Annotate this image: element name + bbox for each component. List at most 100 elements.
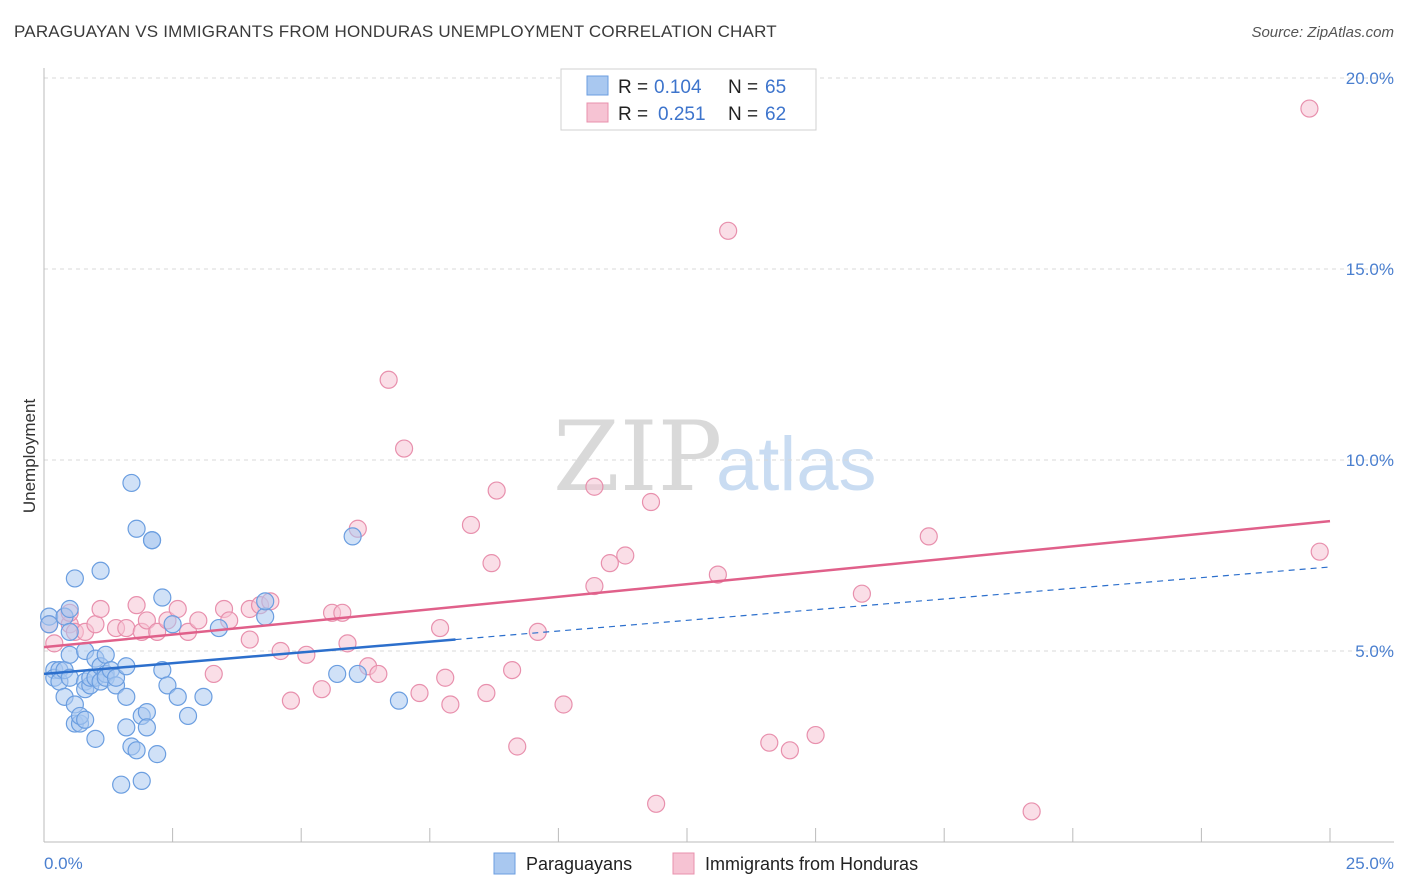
honduras-point-11 <box>127 596 146 615</box>
honduras-point-54 <box>641 492 661 512</box>
legend-n-label-honduras: N = <box>728 104 758 125</box>
paraguayans-point-53 <box>158 676 177 695</box>
paraguayans-point-12 <box>60 599 79 619</box>
legend-r-label-paraguayans: R = <box>618 77 648 98</box>
honduras-point-49 <box>554 695 573 714</box>
honduras-point-46 <box>503 660 522 680</box>
paraguayans-point-13 <box>65 569 84 588</box>
honduras-point-60 <box>806 725 825 745</box>
gridlines <box>44 77 1394 652</box>
paraguayans-point-49 <box>142 531 162 550</box>
y-tick-label-5: 5.0% <box>1355 642 1394 661</box>
honduras-trend-line <box>43 519 1331 649</box>
honduras-point-58 <box>760 733 779 752</box>
chart-title: PARAGUAYAN VS IMMIGRANTS FROM HONDURAS U… <box>14 22 777 41</box>
honduras-point-53 <box>616 546 635 565</box>
y-tick-label-20: 20.0% <box>1346 69 1394 88</box>
honduras-point-62 <box>919 527 938 546</box>
bottom-legend-swatch-honduras <box>672 852 695 875</box>
honduras-point-35 <box>369 664 388 684</box>
paraguayans-point-29 <box>91 561 110 580</box>
paraguayans-point-54 <box>163 615 182 634</box>
paraguayans-point-47 <box>137 718 156 737</box>
paraguayans-point-50 <box>148 745 167 764</box>
trend-lines <box>43 519 1331 676</box>
paraguayans-point-61 <box>328 664 347 684</box>
paraguayans-point-62 <box>343 527 362 546</box>
paraguayans-point-63 <box>348 664 367 684</box>
paraguayans-point-46 <box>137 703 156 722</box>
bottom-legend-label-honduras: Immigrants from Honduras <box>705 854 918 874</box>
honduras-point-61 <box>852 584 871 603</box>
honduras-point-29 <box>312 680 331 699</box>
legend-r-value-honduras: 0.251 <box>658 104 706 125</box>
source-label: Source: ZipAtlas.com <box>1251 24 1394 41</box>
paraguayans-point-55 <box>168 687 187 706</box>
honduras-point-52 <box>600 554 619 573</box>
honduras-point-45 <box>487 481 506 500</box>
paraguayans-point-60 <box>256 592 275 611</box>
honduras-point-47 <box>508 737 527 756</box>
legend-swatch-honduras <box>586 102 609 123</box>
watermark-atlas: atlas <box>716 422 877 507</box>
paraguayans-point-10 <box>60 645 79 664</box>
paraguayans-point-56 <box>178 706 198 726</box>
honduras-point-1 <box>45 634 64 653</box>
paraguayans-trend-line <box>43 638 456 676</box>
bottom-legend-swatch-paraguayans <box>493 852 516 875</box>
paraguayans-point-1 <box>40 615 59 634</box>
legend-box: R = 0.104 N = 65 R = 0.251 N = 62 <box>560 68 817 131</box>
honduras-point-8 <box>91 599 110 619</box>
paraguayans-point-57 <box>194 687 213 706</box>
honduras-point-19 <box>204 664 223 684</box>
paraguayans-point-24 <box>86 729 105 748</box>
honduras-point-36 <box>379 370 398 389</box>
honduras-point-57 <box>719 221 738 240</box>
watermark-zip: ZIP <box>553 401 722 513</box>
honduras-point-64 <box>1300 99 1319 118</box>
bottom-legend: Paraguayans Immigrants from Honduras <box>493 852 918 875</box>
paraguayans-point-51 <box>153 588 172 607</box>
honduras-point-44 <box>482 554 501 573</box>
legend-swatch-paraguayans <box>586 75 609 96</box>
legend-n-value-honduras: 62 <box>765 104 786 125</box>
x-axis-ticks <box>43 828 1331 842</box>
honduras-point-13 <box>137 611 156 630</box>
x-tick-label-min: 0.0% <box>44 854 83 873</box>
paraguayans-point-64 <box>389 691 409 710</box>
y-axis-label: Unemployment <box>20 399 39 514</box>
y-tick-labels: 5.0% 10.0% 15.0% 20.0% <box>1346 69 1394 661</box>
honduras-point-51 <box>585 576 604 596</box>
paraguayans-trend-extension <box>455 566 1331 641</box>
y-tick-label-10: 10.0% <box>1346 451 1394 470</box>
honduras-point-16 <box>168 599 187 619</box>
paraguayans-point-36 <box>112 775 131 794</box>
honduras-point-10 <box>117 618 136 638</box>
paraguayans-point-19 <box>76 710 95 729</box>
paraguayans-point-42 <box>127 519 146 538</box>
honduras-point-65 <box>1310 542 1329 561</box>
honduras-point-63 <box>1022 802 1041 821</box>
x-tick-label-max: 25.0% <box>1346 854 1394 873</box>
honduras-point-50 <box>585 477 604 496</box>
honduras-point-56 <box>708 565 727 584</box>
paraguayans-point-37 <box>117 718 136 737</box>
paraguayans-point-59 <box>256 607 275 626</box>
honduras-point-23 <box>240 630 259 649</box>
series-paraguayans-points <box>40 473 409 794</box>
paraguayans-point-35 <box>106 668 126 687</box>
bottom-legend-label-paraguayans: Paraguayans <box>526 854 632 874</box>
honduras-point-37 <box>394 439 414 458</box>
honduras-point-26 <box>271 641 290 661</box>
y-tick-label-15: 15.0% <box>1346 260 1394 279</box>
honduras-point-42 <box>461 515 481 535</box>
legend-r-value-paraguayans: 0.104 <box>654 77 702 98</box>
paraguayans-point-40 <box>122 473 141 493</box>
honduras-point-59 <box>780 741 799 760</box>
legend-n-label-paraguayans: N = <box>728 77 758 98</box>
honduras-point-41 <box>441 695 460 714</box>
paraguayans-point-32 <box>96 645 115 664</box>
paraguayans-point-44 <box>132 771 151 790</box>
legend-n-value-paraguayans: 65 <box>765 77 786 98</box>
